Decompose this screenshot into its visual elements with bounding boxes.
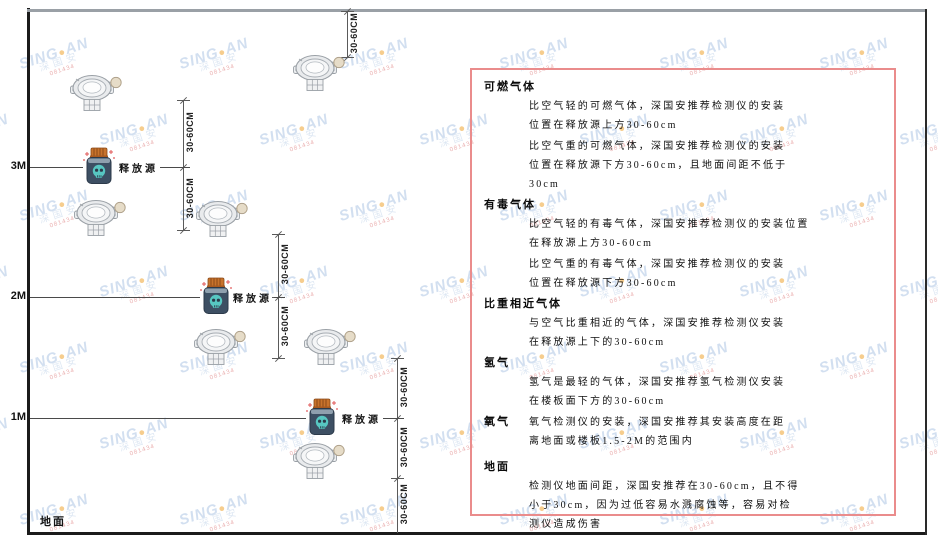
release-source-connector: [160, 167, 190, 168]
dimension-label: 30-60CM: [349, 12, 359, 54]
gas-detector: [194, 327, 246, 370]
gas-detector-icon: [293, 442, 345, 479]
gas-detector-icon: [196, 200, 248, 237]
paragraph-line: 比空气重的可燃气体，深国安推荐检测仪的安装: [529, 141, 786, 152]
release-source-icon: [306, 398, 338, 435]
gas-detector: [293, 441, 345, 484]
height-marker-line: [30, 418, 306, 419]
section-heading: 地面: [484, 461, 510, 473]
gas-detector: [304, 327, 356, 370]
panel-section: 氢气氢气是最轻的气体，深国安推荐氢气检测仪安装 在楼板面下方的30-60cm: [472, 354, 894, 411]
info-panel: 可燃气体比空气轻的可燃气体，深国安推荐检测仪的安装 位置在释放源上方30-60cm…: [470, 68, 896, 530]
dimension-line: [347, 11, 348, 57]
panel-section: 有毒气体比空气轻的有毒气体，深国安推荐检测仪的安装位置 在释放源上方30-60cm…: [472, 196, 894, 293]
panel-section: 氧气 氧气检测仪的安装，深国安推荐其安装高度在距 离地面或楼板1.5-2M的范围内: [472, 413, 894, 451]
ground-line: [27, 532, 927, 535]
panel-section: 可燃气体比空气轻的可燃气体，深国安推荐检测仪的安装 位置在释放源上方30-60cm…: [472, 78, 894, 194]
paragraph-line: 在楼板面下方的30-60cm: [529, 396, 666, 407]
height-marker-label: 3M: [10, 160, 26, 172]
section-paragraph: 比空气轻的可燃气体，深国安推荐检测仪的安装 位置在释放源上方30-60cm: [529, 97, 894, 135]
dimension-label: 30-60CM: [185, 177, 195, 219]
gas-detector: [293, 53, 345, 96]
paragraph-line: 测仪造成伤害: [529, 519, 603, 530]
dimension-label: 30-60CM: [280, 305, 290, 347]
dimension-label: 30-60CM: [399, 426, 409, 468]
paragraph-line: 位置在释放源上方30-60cm: [529, 120, 678, 131]
paragraph-line: 离地面或楼板1.5-2M的范围内: [529, 436, 694, 447]
paragraph-line: 在释放源上方30-60cm: [529, 238, 654, 249]
section-paragraph: 与空气比重相近的气体，深国安推荐检测仪安装 在释放源上下的30-60cm: [529, 314, 894, 352]
panel-section: 地面检测仪地面间距，深国安推荐在30-60cm，且不得 小于30cm，因为过低容易…: [472, 458, 894, 534]
paragraph-line: 比空气轻的可燃气体，深国安推荐检测仪的安装: [529, 101, 786, 112]
right-border-line: [925, 9, 927, 535]
section-heading: 氧气: [484, 416, 510, 428]
panel-section: 比重相近气体与空气比重相近的气体，深国安推荐检测仪安装 在释放源上下的30-60c…: [472, 295, 894, 352]
ceiling-line: [27, 9, 927, 12]
dimension-label: 30-60CM: [399, 366, 409, 408]
paragraph-line: 30cm: [529, 179, 561, 190]
paragraph-line: 氧气检测仪的安装，深国安推荐其安装高度在距: [529, 417, 786, 428]
section-paragraph: 氢气是最轻的气体，深国安推荐氢气检测仪安装 在楼板面下方的30-60cm: [529, 373, 894, 411]
dimension-line: [397, 358, 398, 533]
paragraph-line: 检测仪地面间距，深国安推荐在30-60cm，且不得: [529, 481, 800, 492]
dimension-label: 30-60CM: [185, 111, 195, 153]
dimension-label: 30-60CM: [399, 483, 409, 525]
dimension-label: 30-60CM: [280, 243, 290, 285]
paragraph-line: 氢气是最轻的气体，深国安推荐氢气检测仪安装: [529, 377, 786, 388]
release-source: [305, 398, 339, 441]
release-source-label: 释放源: [342, 415, 381, 426]
release-source-label: 释放源: [119, 164, 158, 175]
section-heading: 氢气: [484, 357, 510, 369]
gas-detector: [196, 199, 248, 242]
paragraph-line: 比空气重的有毒气体，深国安推荐检测仪的安装: [529, 259, 786, 270]
release-source-icon: [83, 147, 115, 184]
height-marker-label: 1M: [10, 411, 26, 423]
ground-label: 地面: [40, 516, 66, 528]
release-source: [199, 277, 233, 320]
paragraph-line: 在释放源上下的30-60cm: [529, 337, 666, 348]
release-source-connector: [274, 297, 285, 298]
section-paragraph: 比空气轻的有毒气体，深国安推荐检测仪的安装位置 在释放源上方30-60cm: [529, 215, 894, 253]
section-heading: 可燃气体: [484, 81, 536, 93]
section-heading: 比重相近气体: [484, 298, 562, 310]
release-source-connector: [383, 418, 404, 419]
paragraph-line: 小于30cm，因为过低容易水溅腐蚀等，容易对检: [529, 500, 792, 511]
gas-detector-icon: [70, 74, 122, 111]
section-paragraph: 氧气检测仪的安装，深国安推荐其安装高度在距 离地面或楼板1.5-2M的范围内: [529, 413, 894, 451]
release-source-label: 释放源: [233, 294, 272, 305]
paragraph-line: 与空气比重相近的气体，深国安推荐检测仪安装: [529, 318, 786, 329]
gas-detector-icon: [74, 199, 126, 236]
wall-line: [27, 8, 30, 535]
paragraph-line: 位置在释放源下方30-60cm，且地面间距不低于: [529, 160, 788, 171]
gas-detector-icon: [293, 54, 345, 91]
gas-detector: [70, 73, 122, 116]
height-marker-line: [30, 297, 200, 298]
gas-detector: [74, 198, 126, 241]
paragraph-line: 位置在释放源下方30-60cm: [529, 278, 678, 289]
section-paragraph: 比空气重的可燃气体，深国安推荐检测仪的安装 位置在释放源下方30-60cm，且地面…: [529, 137, 894, 194]
paragraph-line: 比空气轻的有毒气体，深国安推荐检测仪的安装位置: [529, 219, 810, 230]
gas-detector-icon: [194, 328, 246, 365]
gas-detector-icon: [304, 328, 356, 365]
section-paragraph: 检测仪地面间距，深国安推荐在30-60cm，且不得 小于30cm，因为过低容易水溅…: [529, 477, 894, 534]
section-paragraph: 比空气重的有毒气体，深国安推荐检测仪的安装 位置在释放源下方30-60cm: [529, 255, 894, 293]
height-marker-line: [30, 167, 83, 168]
section-heading: 有毒气体: [484, 199, 536, 211]
height-marker-label: 2M: [10, 290, 26, 302]
release-source: [82, 147, 116, 190]
release-source-icon: [200, 277, 232, 314]
